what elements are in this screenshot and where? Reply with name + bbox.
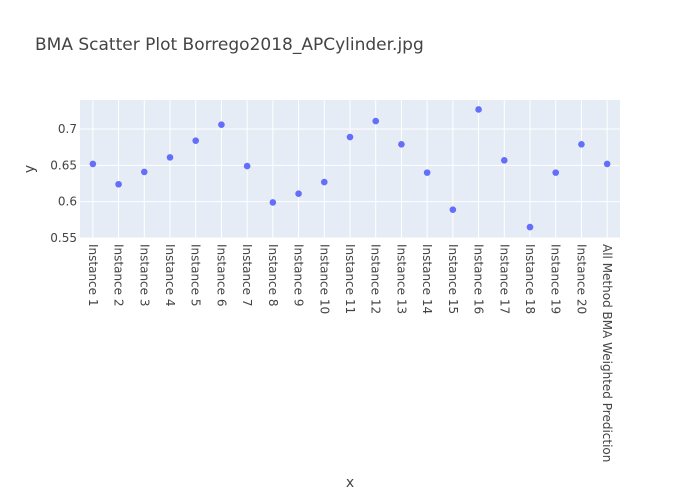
data-point[interactable] xyxy=(603,160,611,168)
x-tick-label: Instance 7 xyxy=(240,244,254,307)
x-tick-label: Instance 1 xyxy=(86,244,100,307)
y-axis-ticks: 0.55 0.6 0.65 0.7 xyxy=(50,122,77,245)
data-point[interactable] xyxy=(115,180,122,188)
data-point[interactable] xyxy=(578,141,585,148)
x-tick-label: Instance 4 xyxy=(163,244,177,307)
x-tick-label: Instance 6 xyxy=(214,244,228,307)
data-point[interactable] xyxy=(243,162,251,170)
data-point[interactable] xyxy=(526,223,534,231)
y-tick-label: 0.7 xyxy=(58,122,77,136)
x-tick-label: Instance 8 xyxy=(266,244,280,307)
data-point[interactable] xyxy=(423,169,431,176)
data-point[interactable] xyxy=(475,106,482,113)
y-tick-label: 0.55 xyxy=(50,231,77,245)
x-tick-label: Instance 18 xyxy=(523,244,537,314)
data-point[interactable] xyxy=(192,137,200,144)
data-point[interactable] xyxy=(372,117,380,125)
y-tick-label: 0.6 xyxy=(58,195,77,209)
data-point[interactable] xyxy=(218,121,225,128)
x-tick-label: Instance 19 xyxy=(549,244,563,314)
data-point[interactable] xyxy=(320,178,328,186)
data-point[interactable] xyxy=(398,141,405,148)
data-point[interactable] xyxy=(552,169,560,176)
x-tick-label: Instance 20 xyxy=(574,244,588,314)
x-tick-label: Instance 16 xyxy=(472,244,486,314)
x-axis-label: x xyxy=(346,475,354,491)
y-axis-label: y xyxy=(22,165,38,173)
y-tick-label: 0.65 xyxy=(50,158,77,172)
x-tick-label: Instance 10 xyxy=(317,244,331,314)
data-point[interactable] xyxy=(140,168,148,176)
data-point[interactable] xyxy=(295,190,302,197)
x-tick-label: Instance 2 xyxy=(112,244,126,307)
x-tick-label: Instance 12 xyxy=(369,244,383,314)
x-tick-label: Instance 9 xyxy=(292,244,306,307)
x-tick-label: All Method BMA Weighted Prediction xyxy=(600,244,614,462)
x-tick-label: Instance 17 xyxy=(497,244,511,314)
x-axis-ticks: Instance 1 Instance 2 Instance 3 Instance 4… xyxy=(86,244,614,462)
x-tick-label: Instance 11 xyxy=(343,244,357,314)
data-point[interactable] xyxy=(346,133,354,141)
data-point[interactable] xyxy=(449,206,457,213)
x-tick-label: Instance 13 xyxy=(394,244,408,314)
data-point[interactable] xyxy=(166,154,174,161)
chart-title: BMA Scatter Plot Borrego2018_APCylinder.… xyxy=(35,35,424,55)
data-point[interactable] xyxy=(89,160,97,168)
x-tick-label: Instance 15 xyxy=(446,244,460,314)
data-point[interactable] xyxy=(500,156,508,164)
data-point[interactable] xyxy=(269,199,277,206)
x-tick-label: Instance 14 xyxy=(420,244,434,314)
x-tick-label: Instance 3 xyxy=(137,244,151,307)
data-points xyxy=(89,106,611,231)
x-tick-label: Instance 5 xyxy=(189,244,203,307)
